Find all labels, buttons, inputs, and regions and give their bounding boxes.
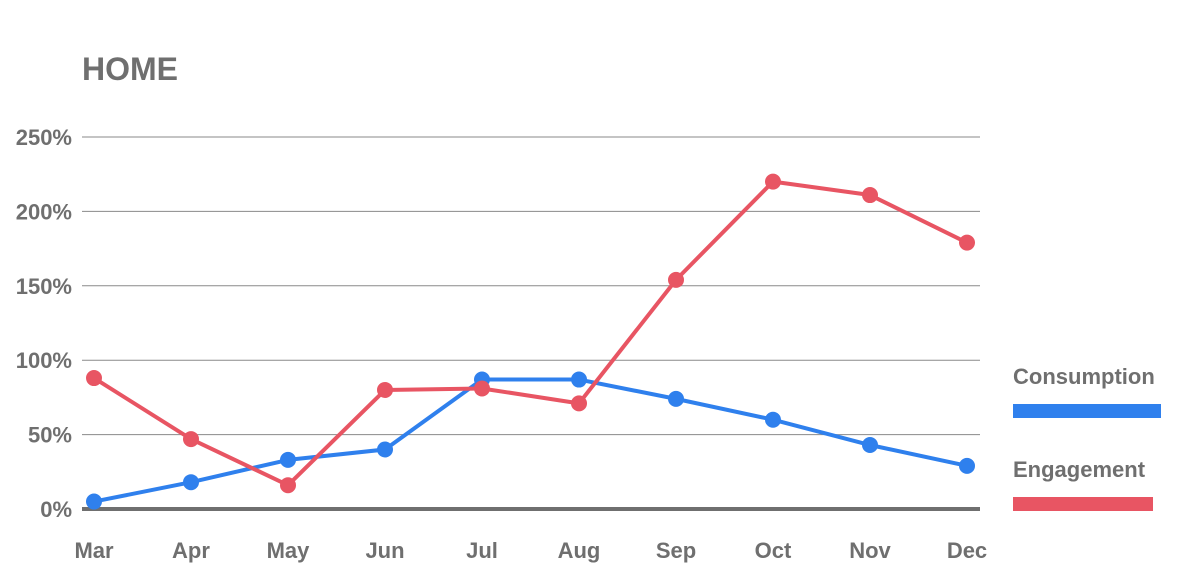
data-point	[862, 437, 878, 454]
x-tick-label: Aug	[558, 538, 601, 563]
y-axis: 0% 50% 100% 150% 200% 250%	[16, 125, 72, 522]
series-line	[92, 179, 969, 488]
series-line	[92, 377, 969, 504]
legend-swatch	[1013, 497, 1153, 511]
x-tick-label: Sep	[656, 538, 696, 563]
data-point	[183, 474, 199, 491]
x-tick-label: Mar	[74, 538, 114, 563]
data-point	[862, 187, 878, 204]
x-tick-label: Oct	[755, 538, 792, 563]
data-point	[959, 457, 975, 474]
x-axis: Mar Apr May Jun Jul Aug Sep Oct Nov Dec	[74, 538, 987, 563]
data-point	[765, 411, 781, 428]
data-point	[377, 441, 393, 458]
series-engagement	[86, 173, 975, 494]
series-consumption	[86, 371, 975, 510]
data-point	[668, 271, 684, 288]
legend-label: Consumption	[1013, 364, 1155, 389]
data-point	[280, 451, 296, 468]
y-tick-label: 250%	[16, 125, 72, 150]
x-tick-label: Dec	[947, 538, 987, 563]
data-point	[377, 381, 393, 398]
y-tick-label: 200%	[16, 199, 72, 224]
data-point	[668, 390, 684, 407]
y-tick-label: 100%	[16, 348, 72, 373]
y-tick-label: 50%	[28, 423, 72, 448]
y-tick-label: 0%	[40, 497, 72, 522]
x-tick-label: Nov	[849, 538, 891, 563]
y-tick-label: 150%	[16, 274, 72, 299]
data-point	[959, 234, 975, 251]
data-point	[86, 493, 102, 510]
legend-swatch	[1013, 404, 1161, 418]
data-point	[571, 371, 587, 388]
legend: Consumption Engagement	[1013, 364, 1161, 511]
legend-label: Engagement	[1013, 457, 1146, 482]
chart-title: HOME	[82, 51, 178, 87]
data-point	[571, 395, 587, 412]
data-point	[280, 477, 296, 494]
x-tick-label: Jul	[466, 538, 498, 563]
x-tick-label: May	[267, 538, 311, 563]
series-layer	[86, 173, 975, 510]
data-point	[474, 380, 490, 397]
data-point	[183, 431, 199, 448]
gridlines	[82, 136, 980, 511]
data-point	[86, 370, 102, 387]
x-tick-label: Apr	[172, 538, 210, 563]
data-point	[765, 173, 781, 190]
x-tick-label: Jun	[365, 538, 404, 563]
